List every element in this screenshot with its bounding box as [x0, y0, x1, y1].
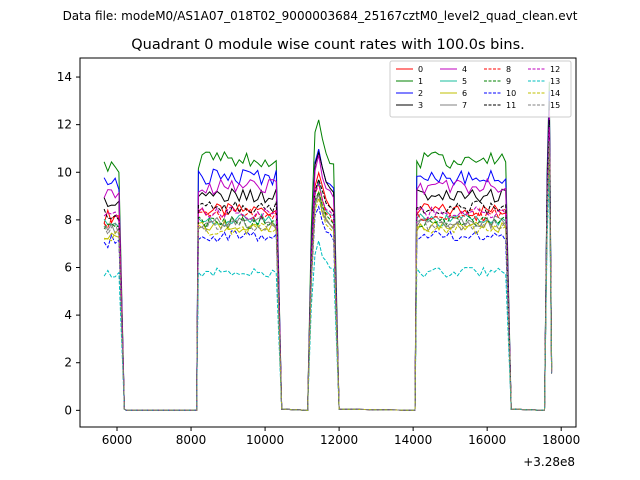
series-line-9 [103, 138, 553, 411]
x-tick-label: 18000 [542, 433, 580, 447]
y-tick-label: 4 [64, 308, 72, 322]
y-tick-label: 10 [57, 165, 72, 179]
x-tick-label: 10000 [246, 433, 284, 447]
plot-area [79, 57, 577, 428]
series-line-12 [103, 126, 553, 411]
legend-label-7: 7 [462, 101, 467, 110]
series-layer [103, 81, 553, 411]
y-tick-label: 12 [57, 118, 72, 132]
legend-label-5: 5 [462, 77, 467, 86]
legend-label-4: 4 [462, 65, 467, 74]
series-line-1 [103, 81, 553, 411]
y-tick-label: 14 [57, 70, 72, 84]
legend-label-14: 14 [550, 89, 560, 98]
x-offset-label: +3.28e8 [523, 455, 575, 469]
chart-suptitle: Data file: modeM0/AS1A07_018T02_90000036… [63, 9, 578, 23]
legend-label-13: 13 [550, 77, 560, 86]
legend-label-3: 3 [418, 101, 423, 110]
legend-label-15: 15 [550, 101, 560, 110]
x-axis: 6000 8000 10000 12000 14000 16000 18000 [102, 427, 580, 447]
y-axis: 0 2 4 6 8 10 12 14 [57, 70, 80, 417]
legend-label-8: 8 [506, 65, 511, 74]
legend-label-6: 6 [462, 89, 467, 98]
series-line-4 [103, 110, 553, 411]
x-tick-label: 12000 [320, 433, 358, 447]
chart-title: Quadrant 0 module wise count rates with … [131, 37, 525, 53]
series-line-13 [103, 172, 553, 411]
legend-label-9: 9 [506, 77, 511, 86]
x-tick-label: 16000 [468, 433, 506, 447]
legend-label-11: 11 [506, 101, 516, 110]
x-tick-label: 6000 [102, 433, 133, 447]
legend-label-12: 12 [550, 65, 560, 74]
x-tick-label: 8000 [176, 433, 207, 447]
series-line-15 [103, 141, 553, 411]
y-tick-label: 0 [64, 403, 72, 417]
series-line-10 [103, 153, 553, 411]
series-line-11 [103, 119, 553, 411]
series-line-3 [103, 100, 553, 411]
legend-frame [389, 60, 572, 118]
x-tick-label: 14000 [394, 433, 432, 447]
y-tick-label: 6 [64, 260, 72, 274]
y-tick-label: 2 [64, 356, 72, 370]
series-line-14 [103, 148, 553, 411]
plot-frame [79, 57, 577, 428]
legend-label-2: 2 [418, 89, 423, 98]
legend-label-0: 0 [418, 65, 423, 74]
legend-label-10: 10 [506, 89, 516, 98]
legend-label-1: 1 [418, 77, 423, 86]
y-tick-label: 8 [64, 213, 72, 227]
